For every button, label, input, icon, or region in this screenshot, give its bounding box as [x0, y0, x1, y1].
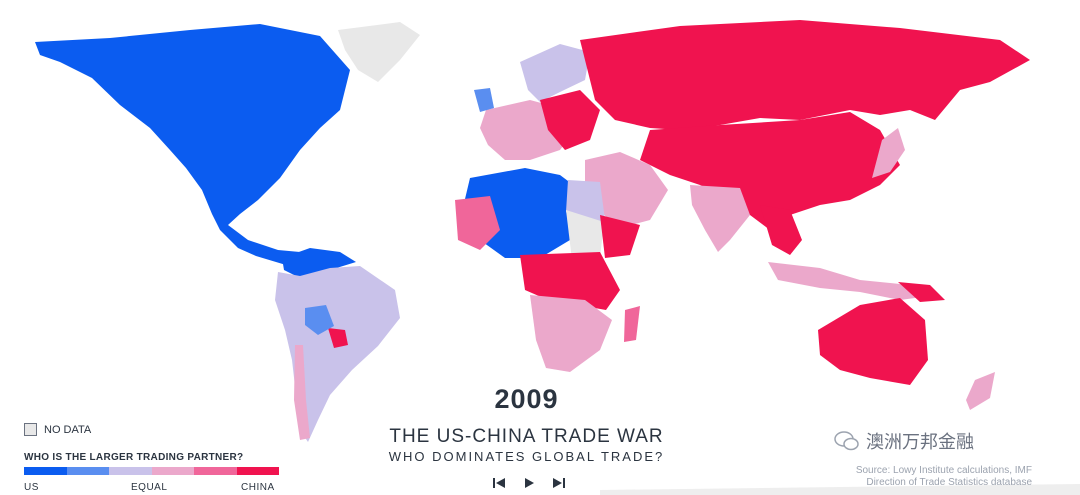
country-southeast-asia[interactable]: [760, 205, 802, 255]
legend-question: WHO IS THE LARGER TRADING PARTNER?: [24, 452, 244, 463]
watermark-text: 澳洲万邦金融: [866, 432, 974, 452]
country-west-africa[interactable]: [455, 196, 500, 250]
source-line-1: Source: Lowy Institute calculations, IMF: [855, 465, 1032, 476]
wechat-icon: [834, 431, 859, 451]
source-note: Source: Lowy Institute calculations, IMF…: [856, 465, 1032, 489]
country-russia[interactable]: [580, 20, 1030, 130]
nodata-swatch: [24, 423, 37, 436]
skip-back-icon[interactable]: [491, 475, 507, 491]
nodata-label: NO DATA: [44, 423, 92, 436]
country-horn-africa[interactable]: [600, 215, 640, 258]
country-bolivia[interactable]: [305, 305, 334, 335]
greenland[interactable]: [338, 22, 420, 82]
country-south-america[interactable]: [275, 266, 400, 442]
legend-color-bar: [24, 467, 279, 475]
country-japan[interactable]: [872, 128, 905, 178]
year-label: 2009: [494, 384, 559, 414]
country-china[interactable]: [640, 112, 900, 230]
country-indonesia[interactable]: [768, 262, 930, 300]
map-subtitle: WHO DOMINATES GLOBAL TRADE?: [388, 449, 665, 464]
country-scandinavia[interactable]: [520, 44, 590, 102]
source-line-2: Direction of Trade Statistics database: [866, 477, 1032, 488]
antarctica-sliver: [600, 484, 1080, 495]
legend-swatch-us-lean: [66, 467, 109, 475]
country-eastern-europe[interactable]: [540, 90, 600, 150]
legend-swatch-equal: [109, 467, 152, 475]
country-paraguay[interactable]: [328, 328, 348, 348]
country-sudan[interactable]: [566, 210, 604, 260]
country-new-zealand[interactable]: [966, 372, 995, 410]
country-north-america[interactable]: [35, 24, 350, 268]
country-middle-east[interactable]: [585, 152, 668, 228]
legend-label-equal: EQUAL: [131, 482, 168, 493]
country-india[interactable]: [690, 185, 750, 252]
country-southern-africa[interactable]: [530, 295, 612, 372]
watermark: 澳洲万邦金融: [834, 428, 974, 454]
legend-label-china: CHINA: [241, 482, 275, 493]
country-central-africa[interactable]: [520, 252, 620, 310]
legend-swatch-china-slight: [151, 467, 194, 475]
country-chile[interactable]: [294, 345, 310, 440]
legend-label-us: US: [24, 482, 39, 493]
legend-swatch-us: [24, 467, 67, 475]
country-madagascar[interactable]: [624, 306, 640, 342]
country-australia[interactable]: [818, 298, 928, 385]
country-uk[interactable]: [474, 88, 494, 112]
country-northern-south-america[interactable]: [282, 248, 356, 278]
skip-forward-icon[interactable]: [551, 475, 567, 491]
nodata-legend: NO DATA: [24, 423, 91, 436]
legend-swatch-china: [236, 467, 279, 475]
map-title: THE US-CHINA TRADE WAR: [389, 426, 664, 447]
country-papua-new-guinea[interactable]: [898, 282, 945, 302]
legend-swatch-china-lean: [194, 467, 237, 475]
play-icon[interactable]: [521, 475, 537, 491]
playback-controls: [491, 475, 567, 491]
